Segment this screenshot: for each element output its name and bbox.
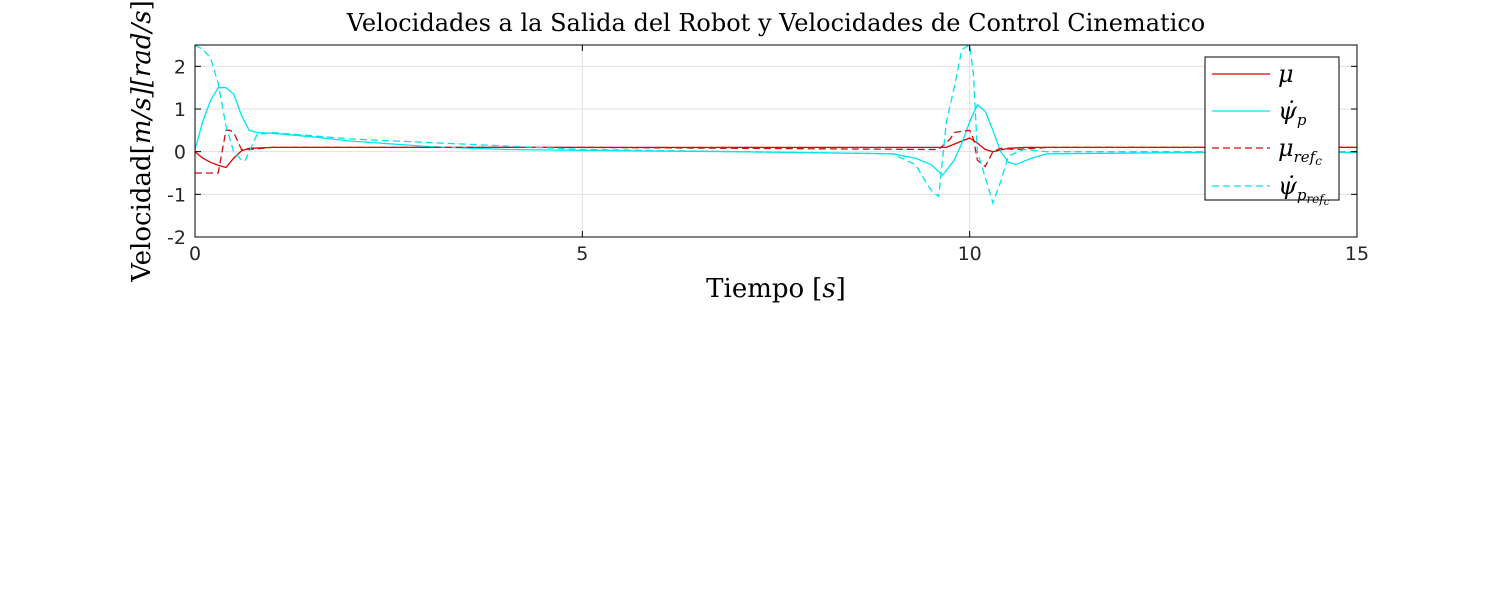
x-tick-label: 5: [576, 243, 588, 265]
y-tick-label: 2: [174, 56, 186, 78]
legend: μ ψ̇p μrefc ψ̇prefc: [1204, 56, 1340, 208]
y-axis-label-unit: m/s][rad/s: [127, 10, 157, 144]
y-axis-label-text: Velocidad: [127, 154, 157, 282]
y-axis-label: Velocidad[m/s][rad/s]: [127, 0, 157, 282]
series-line-1: [195, 137, 1357, 169]
y-tick-label: -2: [167, 227, 186, 249]
x-axis-label-unit: s: [822, 274, 835, 304]
axes-box: [194, 44, 1358, 238]
series-line-4: [195, 45, 1357, 205]
y-tick-label: 0: [174, 142, 186, 164]
svg-text:Tiempo[s]: Tiempo [s]: [706, 274, 846, 304]
svg-text:Velocidad[m/s][rad/s]: Velocidad[m/s][rad/s]: [127, 0, 157, 282]
y-tick-label: -1: [167, 184, 186, 206]
legend-box: [1204, 56, 1340, 201]
y-ticks: -2 -1 0 1 2: [167, 56, 1357, 249]
chart-title: Velocidades a la Salida del Robot y Velo…: [346, 9, 1205, 37]
x-axis-label: Tiempo [s]: [706, 274, 846, 304]
legend-label-4: ψ̇prefc: [1278, 172, 1330, 208]
x-tick-label: 0: [189, 243, 201, 265]
x-ticks: 0 5 10 15: [189, 45, 1369, 265]
series-line-3: [195, 129, 1357, 174]
y-tick-label: 1: [174, 99, 186, 121]
series-group: [195, 45, 1357, 205]
x-axis-label-text: Tiempo: [706, 274, 804, 304]
x-tick-label: 15: [1345, 243, 1369, 265]
legend-label-2: ψ̇p: [1278, 97, 1307, 129]
legend-label-1: μ: [1278, 60, 1294, 88]
axes: 0 5 10 15 -2 -1 0 1 2: [167, 44, 1369, 265]
x-tick-label: 10: [958, 243, 982, 265]
plot-area: [195, 45, 1357, 237]
legend-label-3: μrefc: [1278, 134, 1322, 168]
